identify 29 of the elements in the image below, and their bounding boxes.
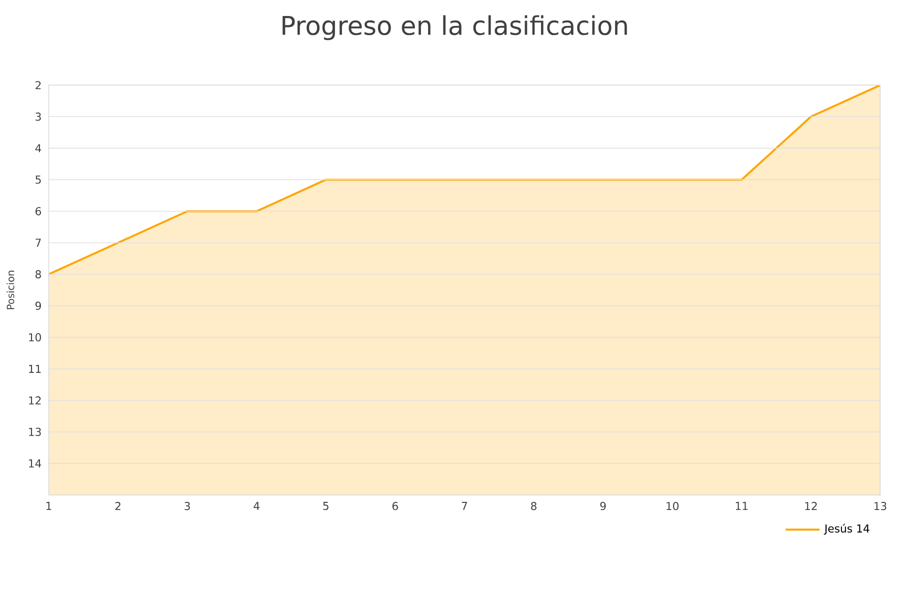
y-tick-label: 14 [29,459,42,468]
y-tick-label: 6 [36,207,42,216]
x-tick-label: 13 [874,502,886,510]
x-tick-label: 5 [323,502,328,510]
y-tick-label: 10 [29,333,41,342]
y-tick-label: 8 [36,270,41,278]
y-axis-title: Posicion [6,270,14,310]
x-tick-label: 6 [392,502,398,510]
x-tick-label: 9 [600,502,606,510]
y-tick-label: 11 [29,364,41,373]
legend-label: Jesús 14 [824,524,870,535]
x-tick-label: 3 [184,502,190,510]
x-tick-label: 11 [736,502,748,510]
y-tick-label: 12 [29,396,41,404]
x-tick-label: 10 [666,502,679,510]
y-tick-label: 9 [35,302,41,310]
y-tick-label: 7 [36,238,41,247]
y-tick-label: 13 [29,428,41,436]
x-tick-label: 12 [805,502,817,510]
chart-title: Progreso en la clasificacion [282,15,627,40]
y-tick-label: 2 [36,81,41,90]
y-tick-label: 3 [36,112,41,121]
x-tick-label: 7 [462,502,467,510]
x-tick-label: 4 [254,502,260,510]
y-tick-label: 4 [35,144,42,152]
x-tick-label: 8 [531,502,536,510]
y-tick-label: 5 [36,176,41,184]
x-tick-label: 2 [115,502,120,510]
x-tick-label: 1 [46,502,52,510]
